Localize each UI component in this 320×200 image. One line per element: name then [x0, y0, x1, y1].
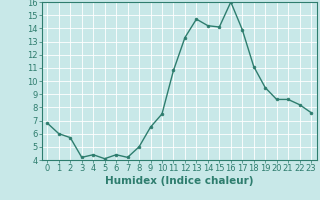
X-axis label: Humidex (Indice chaleur): Humidex (Indice chaleur): [105, 176, 253, 186]
